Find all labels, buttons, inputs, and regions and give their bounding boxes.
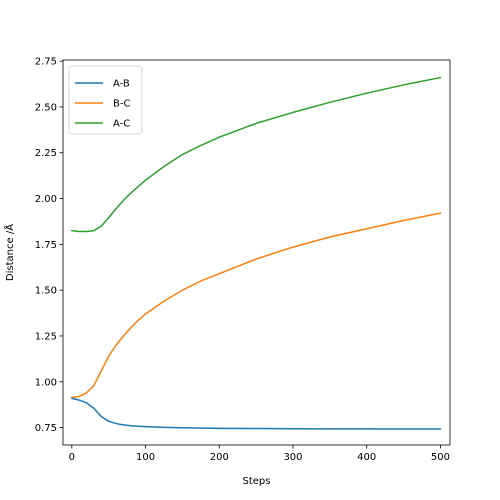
plot-area <box>70 76 442 430</box>
y-tick-label: 1.50 <box>35 286 57 297</box>
y-tick-label: 2.50 <box>35 102 57 113</box>
series-line-b-c <box>71 212 442 399</box>
x-tick-label: 300 <box>283 452 302 463</box>
y-tick-label: 2.75 <box>35 57 57 68</box>
y-tick-label: 1.25 <box>35 331 57 342</box>
x-tick-label: 100 <box>136 452 155 463</box>
y-tick-label: 2.00 <box>35 194 57 205</box>
x-axis-label: Steps <box>243 476 271 487</box>
legend-label-a-c: A-C <box>113 119 130 130</box>
axes-frame <box>62 59 451 446</box>
series-line-a-b <box>70 397 442 430</box>
series-line-a-c <box>71 76 442 233</box>
y-tick-label: 1.00 <box>35 377 57 388</box>
legend-label-b-c: B-C <box>113 99 130 110</box>
legend-label-a-b: A-B <box>113 79 130 90</box>
y-axis-label: Distance /Å <box>3 224 16 281</box>
x-tick-label: 500 <box>431 452 450 463</box>
x-tick-label: 400 <box>357 452 376 463</box>
legend-box <box>68 65 143 135</box>
y-tick-label: 2.25 <box>35 148 57 159</box>
x-tick-label: 0 <box>69 452 75 463</box>
y-tick-label: 0.75 <box>35 423 57 434</box>
legend: A-B B-C A-C <box>68 65 143 135</box>
y-tick-label: 1.75 <box>35 240 57 251</box>
x-tick-label: 200 <box>210 452 229 463</box>
axis-ticks: 0 100 200 300 400 500 0.75 1.00 1.25 1.50 1.75 2.00… <box>35 57 450 463</box>
